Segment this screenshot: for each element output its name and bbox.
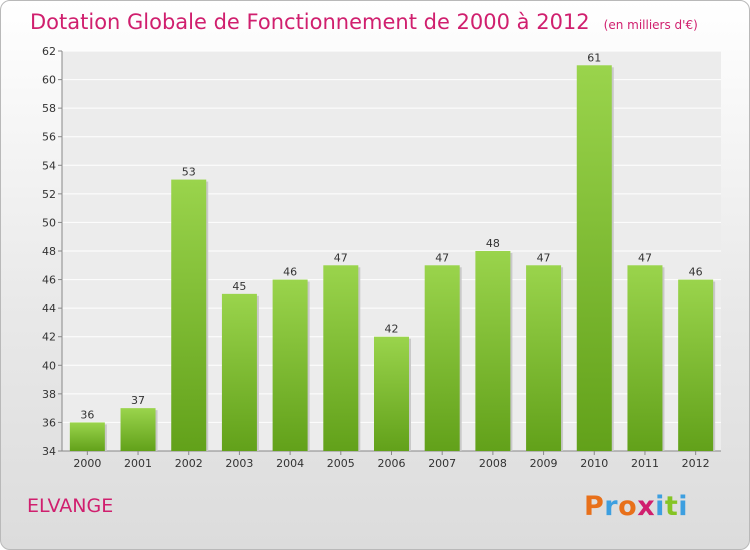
x-tick-label: 2010 [580, 457, 608, 470]
bar-value-label: 42 [385, 323, 399, 336]
y-tick-label: 48 [42, 245, 56, 258]
bar-value-label: 46 [689, 266, 703, 279]
logo-letter: o [618, 491, 638, 522]
bar-value-label: 47 [334, 251, 348, 264]
proxiti-logo: Proxiti [584, 491, 688, 522]
bar-value-label: 37 [131, 394, 145, 407]
bar-value-label: 48 [486, 237, 500, 250]
logo-letter: r [604, 491, 619, 522]
bar [576, 65, 612, 452]
y-tick-label: 36 [42, 416, 56, 429]
bar-value-label: 36 [80, 408, 94, 421]
x-tick-label: 2005 [327, 457, 355, 470]
bar [69, 422, 105, 451]
bar [475, 251, 511, 451]
bar [424, 265, 460, 451]
bar-value-label: 53 [182, 166, 196, 179]
bar-value-label: 47 [537, 251, 551, 264]
x-tick-label: 2008 [479, 457, 507, 470]
bar [526, 265, 562, 451]
y-tick-label: 60 [42, 74, 56, 87]
bar [120, 408, 156, 451]
bar [374, 336, 409, 451]
y-tick-label: 50 [42, 216, 56, 229]
y-tick-label: 38 [42, 388, 56, 401]
y-tick-label: 54 [42, 159, 56, 172]
y-tick-label: 56 [42, 131, 56, 144]
bar [221, 293, 257, 451]
bar [323, 265, 359, 451]
logo-letter: i [655, 491, 665, 522]
x-tick-label: 2000 [73, 457, 101, 470]
y-tick-label: 62 [42, 45, 56, 58]
logo-letter: t [664, 491, 679, 522]
y-tick-label: 44 [42, 302, 56, 315]
bar [171, 179, 207, 452]
bar [678, 279, 714, 451]
y-tick-label: 40 [42, 359, 56, 372]
x-tick-label: 2003 [225, 457, 253, 470]
bar-value-label: 45 [232, 280, 246, 293]
chart-title-text: Dotation Globale de Fonctionnement de 20… [30, 10, 590, 34]
x-tick-label: 2001 [124, 457, 152, 470]
logo-letter: P [584, 491, 605, 522]
chart-title: Dotation Globale de Fonctionnement de 20… [30, 10, 698, 34]
bar [272, 279, 308, 451]
y-tick-label: 42 [42, 331, 56, 344]
city-name: ELVANGE [27, 495, 114, 517]
chart-unit: (en milliers d'€) [603, 18, 698, 32]
y-tick-label: 46 [42, 274, 56, 287]
bar [627, 265, 663, 451]
x-tick-label: 2009 [530, 457, 558, 470]
bar-value-label: 61 [587, 51, 601, 64]
x-tick-label: 2004 [276, 457, 304, 470]
x-tick-label: 2006 [378, 457, 406, 470]
x-tick-label: 2002 [175, 457, 203, 470]
logo-letter: x [637, 491, 656, 522]
bar-value-label: 47 [435, 251, 449, 264]
x-tick-label: 2011 [631, 457, 659, 470]
x-tick-label: 2012 [682, 457, 710, 470]
bar-value-label: 47 [638, 251, 652, 264]
bar-value-label: 46 [283, 266, 297, 279]
y-tick-label: 52 [42, 188, 56, 201]
logo-letter: i [678, 491, 689, 522]
y-tick-label: 58 [42, 102, 56, 115]
y-tick-label: 34 [42, 445, 56, 458]
x-tick-label: 2007 [428, 457, 456, 470]
